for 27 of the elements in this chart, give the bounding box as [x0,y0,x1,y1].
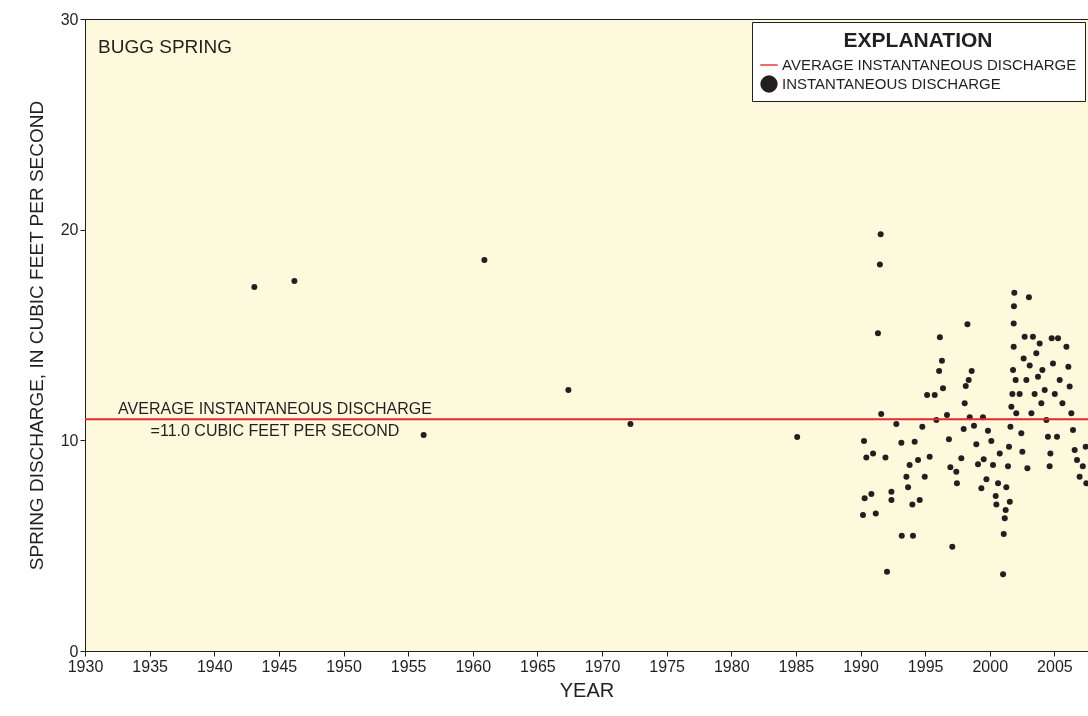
x-tick-label: 1980 [713,657,750,675]
x-tick-label: 1970 [584,657,621,675]
text: BUGG SPRING [98,36,233,57]
x-tick-label: 2005 [1037,657,1073,675]
y-tick-label: 0 [69,642,79,660]
legend-label: INSTANTANEOUS DISCHARGE [782,75,1001,92]
x-tick-label: 1950 [326,657,362,675]
x-tick-label: 1965 [520,657,556,675]
x-tick-label: 1990 [843,657,879,675]
x-tick-label: 1935 [132,657,169,675]
y-tick-label: 30 [60,10,79,28]
annotation: AVERAGE INSTANTANEOUS DISCHARGE =11.0 CUBIC FEET PER SECOND [118,400,432,440]
legend-label: AVERAGE INSTANTANEOUS DISCHARGE [782,56,1077,73]
x-tick-label: 1995 [907,657,944,675]
legend-title: EXPLANATION [843,28,993,51]
x-tick-label: 1945 [261,657,298,675]
x-tick-label: 2000 [972,657,1009,675]
x-tick-label: 1940 [196,657,233,675]
x-tick-label: 1975 [649,657,686,675]
x-tick-label: 1955 [390,657,427,675]
x-axis-title: YEAR [559,678,615,701]
y-axis-title: SPRING DISCHARGE, IN CUBIC FEET PER SECOND [25,100,47,571]
y-tick-label: 10 [60,431,79,449]
x-tick-label: 1930 [67,657,104,675]
x-tick-label: 1985 [778,657,815,675]
y-tick-label: 20 [60,221,79,239]
x-tick-label: 1960 [455,657,492,675]
